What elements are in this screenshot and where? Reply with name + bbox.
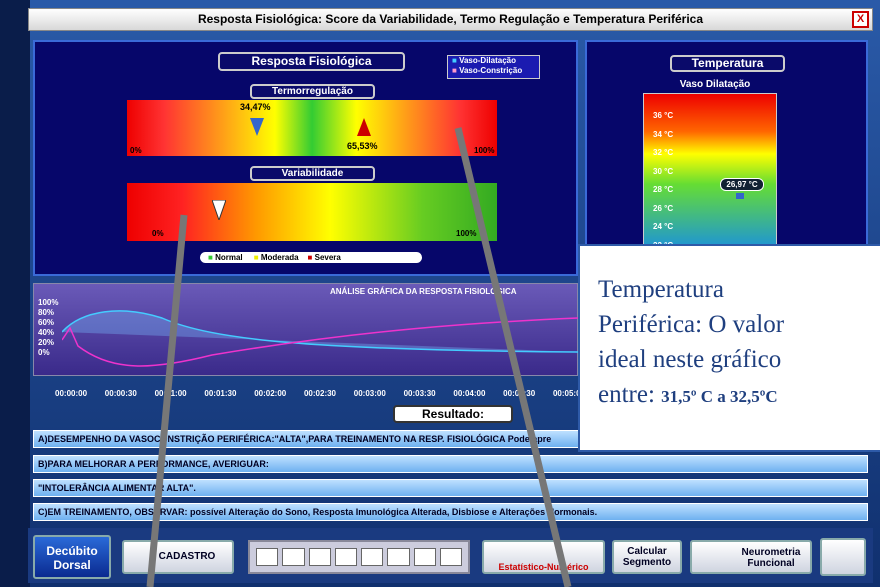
graph-y-ticks: 100% 80% 60% 40% 20% 0% <box>38 298 58 358</box>
legend-item: Vaso-Dilatação <box>459 56 516 65</box>
marker-high-label: 65,53% <box>347 141 378 151</box>
termo-label: Termorregulação <box>250 84 375 99</box>
legend-item: Normal <box>215 253 243 262</box>
tick-label: 00:02:30 <box>303 389 337 398</box>
tick-label: 34 °C <box>653 129 674 139</box>
posture-button[interactable]: Decúbito Dorsal <box>33 535 111 579</box>
marker-low-label: 34,47% <box>240 102 271 112</box>
callout-line: ideal neste gráfico <box>598 346 782 373</box>
neuro-button[interactable]: Neurometria Funcional <box>690 540 812 574</box>
termo-bar <box>127 100 497 156</box>
legend-item: Moderada <box>260 253 299 262</box>
tick-label: 00:00:30 <box>104 389 137 398</box>
marker-high <box>357 118 371 136</box>
callout-line: entre: <box>598 381 655 408</box>
bar-max: 100% <box>456 229 477 238</box>
tick-label: 20% <box>38 338 55 347</box>
tick-label: 0% <box>38 348 50 357</box>
callout: Temperatura Periférica: O valor ideal ne… <box>578 244 880 452</box>
panel-title: Resposta Fisiológica <box>218 52 405 71</box>
tick-label: 00:02:00 <box>254 389 287 398</box>
control-button[interactable] <box>308 548 331 566</box>
print-button[interactable] <box>820 538 866 576</box>
bar-max: 100% <box>474 146 495 155</box>
tick-label: 24 °C <box>653 222 674 231</box>
tick-label: 00:00:00 <box>55 389 88 398</box>
playback-controls <box>248 540 470 574</box>
control-button[interactable] <box>256 548 279 566</box>
register-button[interactable]: CADASTRO <box>122 540 234 574</box>
tick-label: 00:01:30 <box>204 389 237 398</box>
tick-label: 40% <box>38 328 55 337</box>
tick-label: 00:03:00 <box>353 389 386 398</box>
window-title: Resposta Fisiológica: Score da Variabili… <box>197 12 704 26</box>
marker-low <box>250 118 264 136</box>
result-row: "INTOLERÂNCIA ALIMENTAR ALTA". <box>33 479 868 497</box>
control-button[interactable] <box>334 548 357 566</box>
thermometer <box>643 93 777 245</box>
control-button[interactable] <box>387 548 410 566</box>
temp-subtitle: Vaso Dilatação <box>679 79 751 90</box>
tick-label: 80% <box>38 308 55 317</box>
control-button[interactable] <box>282 548 305 566</box>
temp-reading: 26,97 °C <box>720 178 764 191</box>
callout-range: 31,5º C a 32,5ºC <box>661 387 778 406</box>
callout-line: Temperatura <box>598 276 724 303</box>
variab-label: Variabilidade <box>250 166 375 181</box>
tick-label: 32 °C <box>653 148 674 157</box>
graph-lines <box>62 310 578 367</box>
tick-label: 00:05:00 <box>552 389 585 398</box>
tick-label: 26 °C <box>653 203 674 213</box>
callout-line: Periférica: O valor <box>598 311 785 338</box>
tick-label: 00:04:00 <box>453 389 486 398</box>
side-strip <box>0 0 30 587</box>
legend-item: Severa <box>314 253 341 262</box>
control-button[interactable] <box>413 548 436 566</box>
close-button[interactable]: X <box>852 11 869 28</box>
stats-button[interactable]: Estatístico-Numérico <box>482 540 605 574</box>
tick-label: 28 °C <box>653 185 674 194</box>
result-row: B)PARA MELHORAR A PERFORMANCE, AVERIGUAR… <box>33 455 868 473</box>
severity-legend: ■ Normal ■ Moderada ■ Severa <box>200 252 422 263</box>
segment-button[interactable]: Calcular Segmento <box>612 540 682 574</box>
legend-item: Vaso-Constrição <box>459 66 523 75</box>
control-button[interactable] <box>361 548 384 566</box>
temp-title: Temperatura <box>670 55 785 72</box>
tick-label: 30 °C <box>653 166 674 176</box>
graph-title: ANÁLISE GRÁFICA DA RESPOSTA FISIOLÓGICA <box>330 287 517 296</box>
graph-area <box>33 283 578 376</box>
control-button[interactable] <box>439 548 462 566</box>
tick-label: 60% <box>38 318 55 327</box>
tick-label: 100% <box>38 298 59 307</box>
variab-bar <box>127 183 497 241</box>
title-bar: Resposta Fisiológica: Score da Variabili… <box>28 8 873 31</box>
bar-min: 0% <box>152 229 164 238</box>
temp-marker <box>736 193 744 199</box>
tick-label: 36 °C <box>653 111 674 120</box>
tick-label: 00:03:30 <box>403 389 436 398</box>
result-title: Resultado: <box>393 405 513 423</box>
variab-marker <box>212 200 226 220</box>
bar-min: 0% <box>130 146 142 155</box>
vaso-legend: ■ Vaso-Dilatação ■ Vaso-Constrição <box>447 55 540 79</box>
result-row: C)EM TREINAMENTO, OBSERVAR: possível Alt… <box>33 503 868 521</box>
